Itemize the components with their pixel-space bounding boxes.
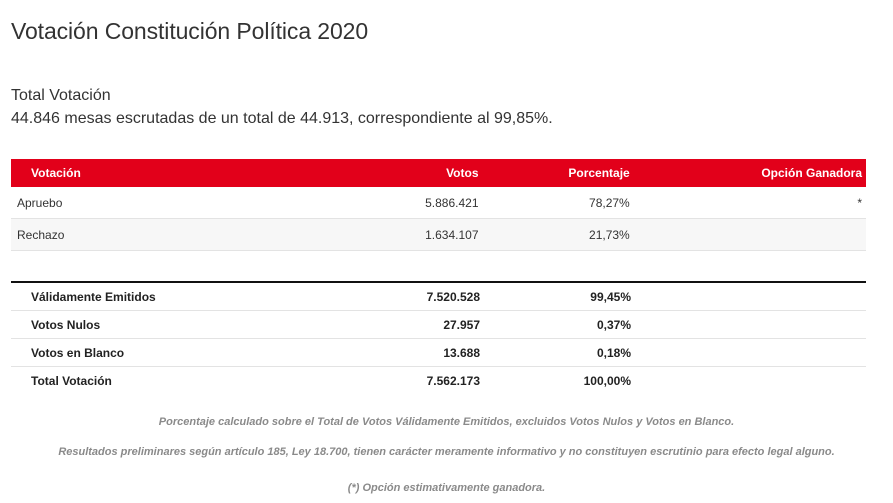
table-row: Rechazo 1.634.107 21,73% — [11, 218, 866, 251]
summary-heading: Total Votación — [11, 87, 111, 104]
total-votes: 7.562.173 — [426, 373, 481, 388]
footnote-winner: (*) Opción estimativamente ganadora. — [347, 482, 546, 494]
total-label: Votos Nulos — [11, 310, 315, 339]
total-votes: 13.688 — [314, 338, 485, 367]
total-label: Votos en Blanco — [11, 338, 315, 367]
total-label: Total Votación — [31, 373, 112, 388]
total-percent: 100,00% — [583, 373, 631, 388]
winner-mark — [633, 218, 866, 251]
header-porcentaje[interactable]: Porcentaje — [482, 159, 634, 187]
total-label: Válidamente Emitidos — [11, 282, 315, 311]
option-percent: 21,73% — [482, 218, 634, 251]
table-row: Total Votación 7.562.173 100,00% — [11, 367, 866, 395]
total-empty — [635, 282, 866, 311]
table-row: Votos Nulos 27.957 0,37% — [11, 310, 866, 339]
total-percent: 0,18% — [484, 338, 635, 367]
winner-mark: * — [633, 187, 866, 219]
total-votes: 27.957 — [314, 310, 485, 339]
table-row: Apruebo 5.886.421 78,27% * — [11, 187, 866, 219]
total-empty — [635, 367, 866, 395]
header-votacion[interactable]: Votación — [11, 159, 314, 187]
totals-table: Válidamente Emitidos 7.520.528 99,45% Vo… — [11, 281, 866, 394]
page-title: Votación Constitución Política 2020 — [11, 18, 369, 44]
total-percent: 99,45% — [484, 282, 635, 311]
option-name: Rechazo — [11, 218, 314, 251]
table-row: Votos en Blanco 13.688 0,18% — [11, 338, 866, 367]
option-votes: 1.634.107 — [313, 218, 483, 251]
option-name: Apruebo — [11, 187, 314, 219]
summary-detail: 44.846 mesas escrutadas de un total de 4… — [11, 110, 553, 127]
option-percent: 78,27% — [482, 187, 634, 219]
total-votes: 7.520.528 — [314, 282, 485, 311]
total-percent: 0,37% — [484, 310, 635, 339]
footnote-percentage: Porcentaje calculado sobre el Total de V… — [158, 416, 735, 428]
total-empty — [635, 338, 866, 367]
option-votes: 5.886.421 — [313, 187, 483, 219]
header-opcion-ganadora[interactable]: Opción Ganadora — [633, 159, 866, 187]
summary: Total Votación 44.846 mesas escrutadas d… — [11, 84, 553, 130]
table-row: Válidamente Emitidos 7.520.528 99,45% — [11, 282, 866, 311]
header-votos[interactable]: Votos — [313, 159, 483, 187]
footnote-legal: Resultados preliminares según artículo 1… — [58, 446, 835, 458]
results-header-row: Votación Votos Porcentaje Opción Ganador… — [11, 159, 866, 187]
results-table: Votación Votos Porcentaje Opción Ganador… — [11, 159, 866, 251]
total-empty — [635, 310, 866, 339]
